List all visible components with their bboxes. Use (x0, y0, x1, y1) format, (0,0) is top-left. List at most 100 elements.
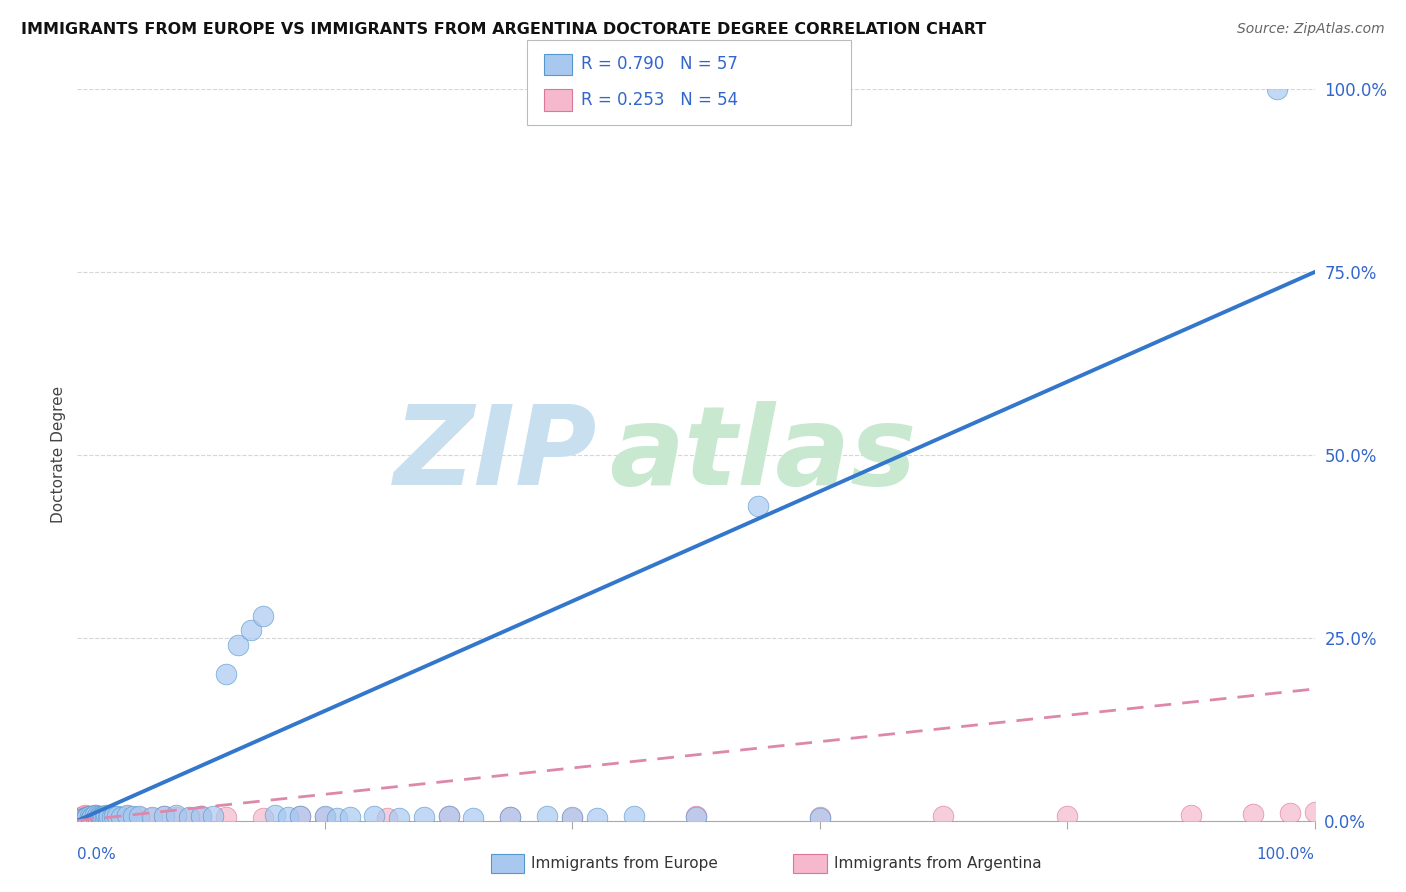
Point (70, 812, 93, 826)
Point (1303, 805, 1326, 819)
Point (87, 810, 110, 824)
Point (314, 808, 336, 822)
Point (463, 811, 485, 825)
Point (91, 809, 114, 823)
Point (89, 808, 111, 822)
Point (252, 608, 274, 623)
Point (69, 812, 91, 826)
Point (82, 811, 104, 825)
Point (1056, 808, 1078, 822)
Text: atlas: atlas (609, 401, 917, 508)
Point (1278, 806, 1301, 821)
Point (97, 811, 120, 825)
Point (252, 811, 274, 825)
Point (339, 810, 361, 824)
Point (90, 810, 112, 824)
Text: Immigrants from Argentina: Immigrants from Argentina (834, 856, 1042, 871)
Point (86, 811, 108, 825)
Point (685, 810, 707, 824)
Point (437, 809, 460, 823)
Point (84, 811, 107, 825)
Point (83, 807, 105, 822)
Point (561, 811, 583, 825)
Point (87, 812, 110, 826)
Point (215, 667, 238, 681)
Point (77, 811, 100, 825)
Point (91, 811, 114, 825)
Point (128, 810, 150, 824)
Point (94, 807, 117, 822)
Point (190, 808, 212, 822)
Point (314, 810, 336, 824)
Point (153, 809, 176, 823)
Point (110, 810, 132, 824)
Point (75, 810, 97, 824)
Point (165, 807, 187, 822)
Point (1180, 807, 1202, 822)
Point (79, 809, 101, 823)
Text: R = 0.253   N = 54: R = 0.253 N = 54 (581, 91, 738, 109)
Point (82, 810, 104, 824)
Y-axis label: Doctorate Degree: Doctorate Degree (51, 386, 66, 524)
Point (91, 809, 114, 823)
Point (536, 809, 558, 823)
Text: ZIP: ZIP (394, 401, 598, 508)
Point (101, 810, 124, 824)
Point (437, 809, 460, 823)
Point (177, 810, 200, 824)
Text: IMMIGRANTS FROM EUROPE VS IMMIGRANTS FROM ARGENTINA DOCTORATE DEGREE CORRELATION: IMMIGRANTS FROM EUROPE VS IMMIGRANTS FRO… (21, 22, 987, 37)
Point (70, 810, 93, 824)
Point (103, 808, 125, 822)
Point (101, 809, 124, 823)
Point (561, 810, 583, 824)
Point (388, 811, 411, 825)
Point (72, 811, 94, 825)
Point (86, 809, 108, 823)
Point (75, 812, 97, 826)
Point (215, 810, 238, 824)
Point (1241, 807, 1264, 822)
Point (79, 809, 101, 823)
Point (623, 809, 645, 823)
Text: 100.0%: 100.0% (1257, 847, 1315, 862)
Point (499, 810, 522, 824)
Point (115, 809, 138, 823)
Point (93, 810, 115, 824)
Point (128, 808, 150, 822)
Point (89, 808, 111, 822)
Point (202, 809, 225, 823)
Text: Source: ZipAtlas.com: Source: ZipAtlas.com (1237, 22, 1385, 37)
Point (93, 810, 115, 824)
Point (141, 811, 163, 825)
Point (165, 810, 187, 824)
Text: R = 0.790   N = 57: R = 0.790 N = 57 (581, 55, 738, 73)
Point (103, 810, 125, 824)
Point (73, 807, 96, 822)
Point (747, 499, 769, 513)
Point (84, 809, 107, 823)
Point (80, 812, 103, 826)
Point (190, 809, 212, 823)
Point (808, 810, 831, 824)
Point (375, 811, 398, 825)
Point (80, 810, 103, 824)
Point (177, 811, 200, 825)
Point (83, 807, 105, 822)
Point (586, 811, 609, 825)
Point (110, 811, 132, 825)
Point (82, 808, 104, 822)
Point (412, 810, 434, 824)
Point (288, 809, 311, 823)
Point (97, 811, 120, 825)
Point (239, 624, 262, 638)
Point (72, 809, 94, 823)
Text: 0.0%: 0.0% (77, 847, 117, 862)
Point (685, 809, 707, 823)
Point (153, 809, 176, 823)
Point (72, 811, 94, 825)
Point (932, 809, 955, 823)
Point (98, 809, 121, 823)
Point (115, 807, 138, 822)
Point (808, 811, 831, 825)
Point (141, 810, 163, 824)
